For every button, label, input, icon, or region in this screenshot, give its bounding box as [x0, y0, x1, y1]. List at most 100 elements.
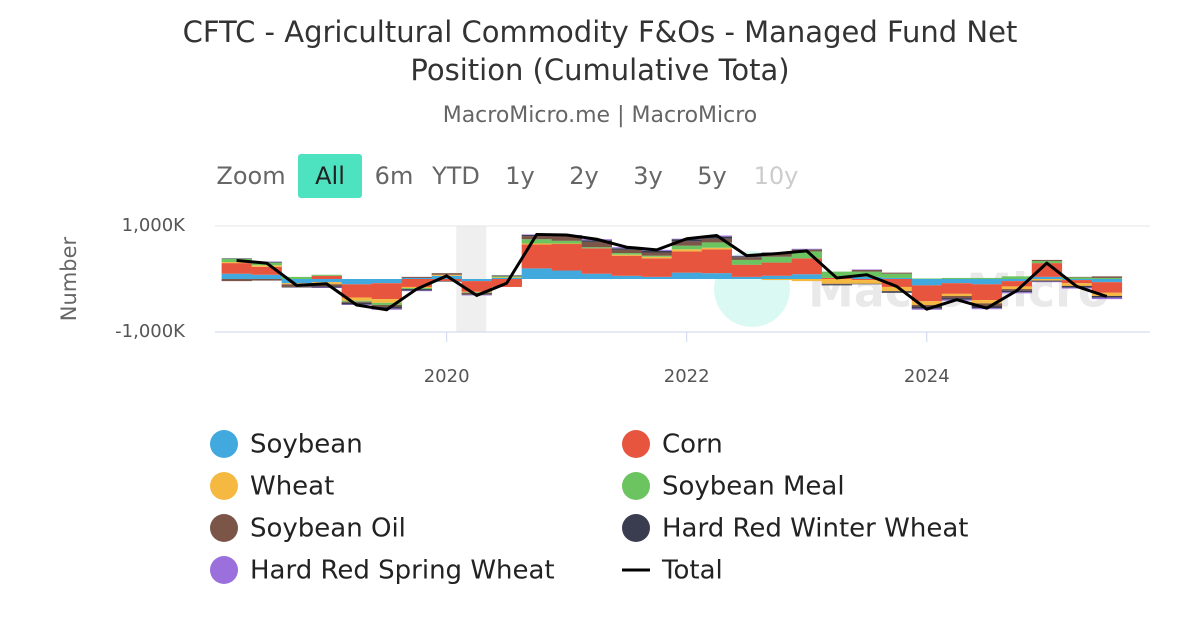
bar-segment: [611, 253, 642, 255]
x-tick-label: 2024: [904, 366, 950, 387]
bar-segment: [821, 271, 853, 278]
bar-segment: [461, 279, 492, 282]
bar-segment: [521, 243, 552, 245]
bar-segment: [851, 269, 883, 270]
legend-label[interactable]: Corn: [662, 430, 723, 460]
bar-segment: [881, 291, 913, 293]
bar-segment: [881, 277, 913, 279]
bar-segment: [551, 270, 582, 279]
bar-segment: [371, 306, 402, 309]
range-button[interactable]: YTD: [431, 162, 480, 190]
bar-segment: [461, 291, 492, 293]
range-button[interactable]: 2y: [569, 162, 598, 190]
bar-segment: [701, 236, 733, 239]
bar-segment: [251, 274, 282, 279]
bar-segment: [851, 280, 883, 284]
bar-segment: [461, 281, 492, 292]
bar-segment: [761, 279, 793, 281]
bar-segment: [371, 302, 402, 305]
bar-segment: [971, 300, 1003, 304]
bar-segment: [401, 290, 432, 292]
bar-segment: [941, 277, 973, 279]
bar-segment: [761, 262, 793, 276]
range-button[interactable]: 3y: [633, 162, 662, 190]
legend-label[interactable]: Soybean Meal: [662, 472, 845, 502]
bar-segment: [1091, 282, 1123, 293]
legend-symbol: [622, 514, 650, 542]
bar-segment: [821, 283, 853, 285]
legend-symbol: [210, 472, 238, 500]
bar-segment: [611, 275, 642, 279]
bar-segment: [551, 244, 582, 271]
bar-segment: [431, 273, 462, 275]
bar-segment: [1061, 280, 1093, 284]
bar-segment: [1001, 286, 1033, 290]
bar-segment: [341, 297, 372, 301]
bar-segment: [581, 247, 612, 249]
bar-segment: [371, 299, 402, 303]
chart-title: CFTC - Agricultural Commodity F&Os - Man…: [183, 15, 1018, 87]
range-button[interactable]: 6m: [375, 162, 414, 190]
legend-symbol: [622, 472, 650, 500]
bar-segment: [311, 287, 342, 289]
y-tick-label: -1,000K: [115, 321, 186, 342]
bar-segment: [581, 273, 612, 279]
legend-symbol: [210, 556, 238, 584]
bar-segment: [941, 283, 973, 294]
bar-segment: [701, 247, 733, 250]
bar-segment: [281, 276, 312, 279]
bar-segment: [371, 304, 402, 307]
range-button[interactable]: 5y: [697, 162, 726, 190]
bar-segment: [851, 283, 883, 285]
chart-subtitle: MacroMicro.me | MacroMicro: [443, 103, 758, 128]
bar-segment: [881, 273, 913, 278]
legend-label[interactable]: Wheat: [250, 472, 334, 502]
legend-symbol: [210, 514, 238, 542]
bar-segment: [1091, 292, 1123, 296]
y-tick-label: 1,000K: [122, 215, 187, 236]
bar-segment: [221, 258, 252, 259]
bar-segment: [881, 286, 913, 292]
bar-segment: [911, 301, 943, 305]
bar-segment: [1031, 263, 1063, 277]
bar-segment: [641, 250, 672, 253]
zoom-label: Zoom: [216, 162, 285, 190]
bar-segment: [491, 277, 522, 279]
bar-segment: [341, 284, 372, 298]
bar-segment: [371, 283, 402, 300]
legend-label[interactable]: Hard Red Spring Wheat: [250, 556, 555, 586]
bar-segment: [431, 279, 462, 282]
legend-label[interactable]: Soybean Oil: [250, 514, 406, 544]
legend-label[interactable]: Hard Red Winter Wheat: [662, 514, 968, 544]
legend-label[interactable]: Soybean: [250, 430, 363, 460]
bar-segment: [281, 286, 312, 288]
bar-segment: [941, 295, 973, 299]
range-button[interactable]: 1y: [505, 162, 534, 190]
range-button[interactable]: All: [315, 162, 345, 190]
bar-segment: [521, 236, 552, 240]
bar-segment: [821, 279, 853, 284]
bar-segment: [791, 251, 823, 259]
bar-segment: [611, 254, 642, 256]
bar-segment: [1031, 280, 1063, 282]
bar-segment: [701, 238, 733, 243]
bar-segment: [1061, 283, 1093, 286]
bar-segment: [521, 244, 552, 269]
bar-segment: [1031, 276, 1063, 279]
bar-segment: [1001, 279, 1033, 282]
bar-segment: [851, 279, 883, 281]
bar-segment: [581, 240, 612, 242]
bar-segment: [701, 273, 733, 279]
bar-segment: [1061, 279, 1093, 281]
bar-segment: [791, 274, 823, 279]
bar-segment: [611, 255, 642, 276]
bar-segment: [251, 266, 282, 275]
bar-segment: [701, 242, 733, 248]
total-line: [236, 232, 1108, 312]
legend-label[interactable]: Total: [661, 556, 723, 586]
bar-segment: [611, 248, 642, 250]
bar-segment: [551, 236, 582, 241]
bar-segment: [971, 303, 1003, 307]
bar-segment: [641, 256, 672, 259]
bar-segment: [881, 272, 913, 274]
